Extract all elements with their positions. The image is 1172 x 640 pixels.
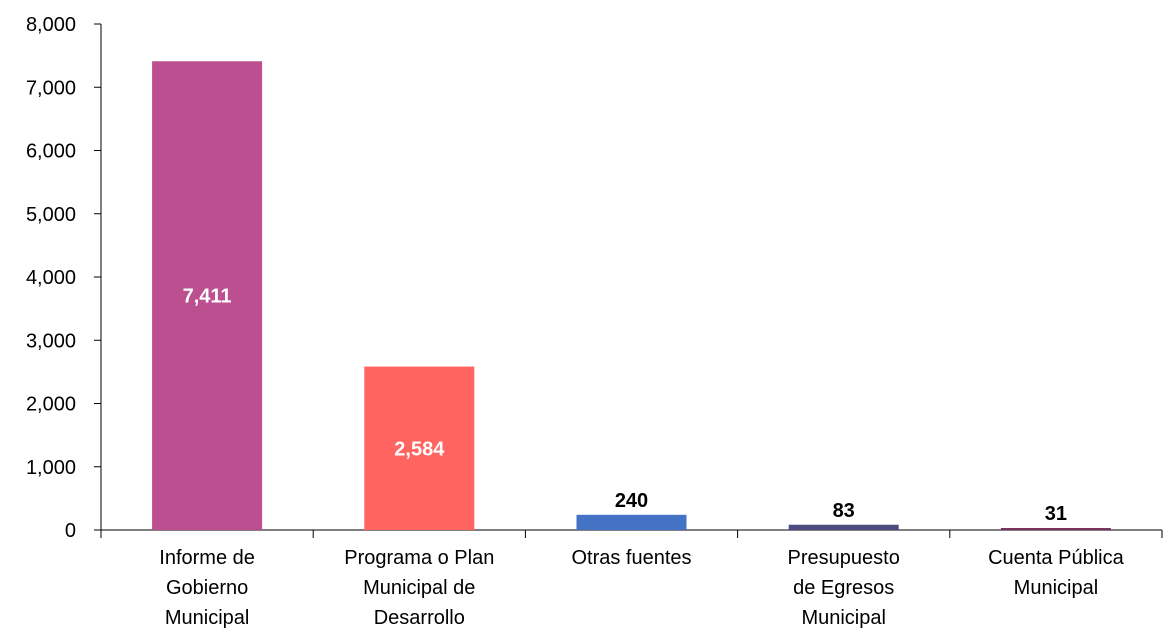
y-tick-label: 6,000 (26, 141, 76, 163)
bar (364, 366, 475, 530)
x-category-label-line: Desarrollo (374, 607, 465, 629)
y-tick-label: 0 (65, 520, 76, 542)
y-tick-label: 2,000 (26, 394, 76, 416)
x-category-label: Informe de Gobierno Municipal (159, 547, 255, 629)
bar-value-label: 240 (615, 490, 648, 512)
y-tick-label: 8,000 (26, 14, 76, 36)
y-tick-label: 1,000 (26, 457, 76, 479)
x-category-label-line: Programa o Plan (344, 547, 494, 569)
bars (152, 61, 1111, 531)
labels: 7,411 Informe de Gobierno Municipal 2,584 Pro… (159, 286, 1124, 629)
x-category-label: Otras fuentes (571, 547, 691, 569)
bar (788, 524, 899, 530)
x-category-label: Cuenta Pública Municipal (988, 547, 1125, 599)
bar-value-label: 7,411 (183, 286, 232, 308)
axes: 0 1,000 2,000 3,000 4,000 5,000 6,000 7,000 8,00… (26, 14, 1163, 542)
bar (576, 514, 687, 530)
x-category-label-line: Presupuesto (788, 547, 900, 569)
bar (1000, 528, 1111, 530)
x-category-label-line: Otras fuentes (571, 547, 691, 569)
x-category-label-line: Informe de (159, 547, 255, 569)
x-category-label: Programa o Plan Municipal de Desarrollo (344, 547, 494, 629)
x-category-label: Presupuesto de Egresos Municipal (788, 547, 900, 629)
bar-value-label: 2,584 (394, 438, 445, 460)
y-tick-label: 3,000 (26, 330, 76, 352)
x-category-label-line: Gobierno (166, 577, 248, 599)
y-tick-label: 4,000 (26, 267, 76, 289)
bar-value-label: 31 (1045, 503, 1067, 525)
x-category-label-line: Municipal (801, 607, 885, 629)
x-category-label-line: Cuenta Pública (988, 547, 1125, 569)
bar-value-label: 83 (833, 500, 855, 522)
x-category-label-line: de Egresos (793, 577, 894, 599)
y-tick-label: 5,000 (26, 204, 76, 226)
y-tick-label: 7,000 (26, 77, 76, 99)
bar (152, 61, 263, 531)
x-category-label-line: Municipal (1014, 577, 1098, 599)
x-category-label-line: Municipal (165, 607, 249, 629)
x-category-label-line: Municipal de (363, 577, 475, 599)
